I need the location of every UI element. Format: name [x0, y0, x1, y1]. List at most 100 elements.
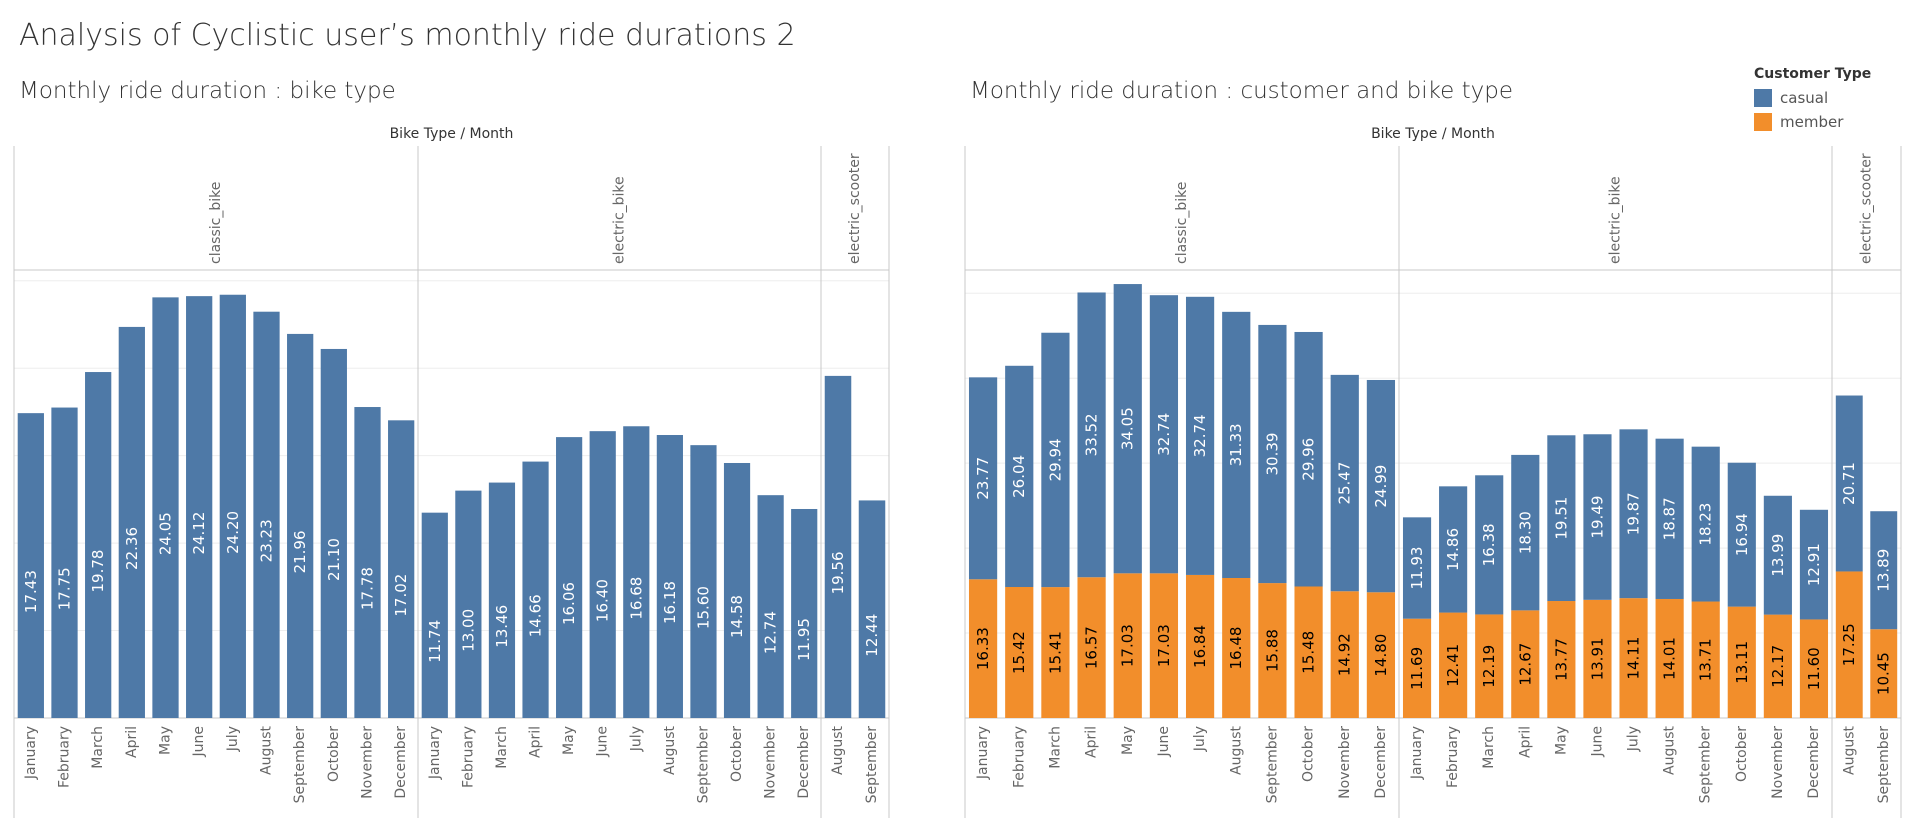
- customer-bike-chart-x-tick-label: September: [1264, 726, 1280, 804]
- customer-bike-chart-bar-member: [1258, 583, 1287, 718]
- bike-type-chart-bar: [388, 420, 415, 718]
- bike-type-chart-data-label: 23.23: [258, 519, 276, 562]
- customer-bike-chart-data-label-member: 15.41: [1046, 631, 1064, 674]
- bike-type-chart-x-tick-label: February: [57, 726, 73, 788]
- customer-bike-chart-x-tick-label: August: [1228, 725, 1244, 775]
- legend-item-casual[interactable]: casual: [1754, 86, 1871, 110]
- customer-bike-chart-data-label-casual: 20.71: [1840, 462, 1858, 505]
- bike-type-chart-group-label-electric_bike: electric_bike: [612, 176, 628, 264]
- customer-bike-chart-bar-member: [1185, 574, 1215, 718]
- customer-bike-chart-data-label-member: 15.42: [1010, 631, 1028, 674]
- customer-bike-chart-bar-member: [1402, 618, 1432, 718]
- customer-bike-chart-bar-casual: [1763, 495, 1792, 615]
- customer-bike-chart-data-label-member: 12.17: [1769, 645, 1787, 688]
- bike-type-chart-bar: [723, 462, 751, 718]
- customer-bike-chart-column-header: Bike Type / Month: [1371, 126, 1495, 142]
- customer-bike-chart-data-label-casual: 29.96: [1300, 438, 1318, 481]
- customer-bike-chart-x-tick-label: May: [1553, 726, 1569, 755]
- bike-type-chart-x-tick-label: March: [90, 726, 106, 769]
- customer-bike-chart-data-label-casual: 18.23: [1697, 503, 1715, 546]
- customer-bike-chart-data-label-member: 13.77: [1552, 638, 1570, 681]
- bike-type-chart-bar: [656, 435, 683, 718]
- bike-type-chart-bar: [186, 296, 213, 718]
- customer-bike-chart-bar-casual: [1041, 332, 1070, 588]
- customer-bike-chart-x-tick-label: February: [1445, 726, 1461, 788]
- legend-item-member[interactable]: member: [1754, 110, 1871, 134]
- customer-bike-chart-data-label-casual: 34.05: [1119, 407, 1137, 450]
- bike-type-chart-data-label: 16.06: [560, 582, 578, 625]
- bike-type-chart-bar: [354, 407, 381, 718]
- customer-bike-chart-data-label-casual: 18.30: [1516, 511, 1534, 554]
- bike-type-chart-group-label-classic_bike: classic_bike: [208, 182, 224, 264]
- customer-bike-chart-bar-casual: [1005, 365, 1034, 588]
- customer-bike-chart-bar-member: [968, 579, 998, 718]
- customer-bike-chart-bar-member: [1870, 629, 1898, 718]
- customer-bike-chart-bar-casual: [1402, 517, 1432, 619]
- customer-bike-chart-x-tick-label: October: [1734, 726, 1750, 782]
- bike-type-chart-data-label: 17.75: [56, 567, 74, 610]
- customer-bike-chart-data-label-casual: 13.89: [1875, 549, 1893, 592]
- bike-type-chart-x-tick-label: November: [360, 726, 376, 799]
- bike-type-chart-x-tick-label: September: [292, 726, 308, 804]
- customer-bike-chart-bar-casual: [1222, 311, 1251, 578]
- customer-bike-chart-x-tick-label: March: [1047, 726, 1063, 769]
- customer-bike-chart-bar-member: [1763, 614, 1792, 718]
- customer-bike-chart-bar-member: [1222, 577, 1251, 718]
- bike-type-chart-data-label: 12.74: [762, 611, 780, 654]
- bike-type-chart-bar: [152, 297, 179, 718]
- bike-type-chart-x-tick-label: October: [729, 726, 745, 782]
- bike-type-chart-data-label: 24.12: [190, 512, 208, 555]
- customer-bike-chart-data-label-casual: 19.49: [1588, 496, 1606, 539]
- bike-type-chart-x-tick-label: April: [124, 726, 140, 758]
- bike-type-chart-x-tick-label: January: [427, 726, 443, 780]
- bike-type-chart-x-tick-label: February: [460, 726, 476, 788]
- customer-bike-chart-bar-casual: [1727, 462, 1756, 607]
- bike-type-chart-data-label: 13.00: [459, 609, 477, 652]
- customer-bike-chart-data-label-member: 16.48: [1227, 627, 1245, 670]
- bike-type-chart-x-tick-label: June: [191, 726, 207, 758]
- customer-bike-chart-bar-casual: [1439, 486, 1468, 613]
- bike-type-chart-bar: [757, 495, 784, 718]
- customer-bike-chart-group-label-classic_bike: classic_bike: [1174, 182, 1190, 264]
- bike-type-chart-x-tick-label: August: [830, 725, 846, 775]
- customer-bike-chart-x-tick-label: March: [1481, 726, 1497, 769]
- customer-bike-chart-bar-member: [1547, 601, 1576, 718]
- customer-bike-chart-data-label-member: 16.84: [1191, 625, 1209, 668]
- customer-bike-chart-data-label-member: 16.33: [974, 627, 992, 670]
- customer-bike-chart-data-label-member: 13.91: [1588, 637, 1606, 680]
- customer-bike-chart-group-label-electric_bike: electric_bike: [1608, 176, 1624, 264]
- bike-type-chart-data-label: 21.96: [291, 530, 309, 573]
- bike-type-chart-x-tick-label: November: [763, 726, 779, 799]
- customer-bike-chart-data-label-casual: 29.94: [1046, 438, 1064, 481]
- bike-type-chart-data-label: 16.40: [594, 579, 612, 622]
- bike-type-chart-x-tick-label: September: [864, 726, 880, 804]
- customer-bike-chart-data-label-member: 17.03: [1155, 624, 1173, 667]
- customer-bike-chart-data-label-casual: 11.93: [1408, 547, 1426, 590]
- customer-bike-chart-bar-member: [1149, 573, 1179, 718]
- customer-bike-chart-bar-member: [1691, 601, 1720, 718]
- customer-bike-chart-x-tick-label: September: [1876, 726, 1892, 804]
- bike-type-chart-bar: [51, 407, 78, 718]
- customer-bike-chart-bar-casual: [1511, 454, 1540, 611]
- customer-bike-chart-bar-member: [1077, 577, 1106, 718]
- bike-type-chart-data-label: 11.74: [426, 620, 444, 663]
- legend-label-casual: casual: [1780, 89, 1829, 107]
- customer-bike-chart-bar-member: [1511, 610, 1540, 718]
- customer-bike-chart-bar-casual: [1185, 296, 1215, 575]
- bike-type-chart-bar: [85, 372, 112, 718]
- bike-type-chart-x-tick-label: August: [259, 725, 275, 775]
- customer-bike-chart-bar-member: [1727, 606, 1756, 718]
- customer-bike-chart-data-label-member: 12.41: [1444, 644, 1462, 687]
- customer-type-legend[interactable]: Customer Type casual member: [1754, 66, 1871, 134]
- bike-type-chart-data-label: 19.78: [89, 550, 107, 593]
- customer-bike-chart-data-label-member: 17.03: [1119, 624, 1137, 667]
- bike-type-chart-x-tick-label: January: [23, 726, 39, 780]
- bike-type-chart-data-label: 14.66: [527, 594, 545, 637]
- customer-bike-chart-bar-member: [1366, 592, 1396, 718]
- customer-bike-chart-data-label-casual: 13.99: [1769, 534, 1787, 577]
- customer-bike-chart-bar-casual: [1258, 324, 1287, 584]
- customer-bike-chart-bar-member: [1583, 599, 1612, 718]
- bike-type-chart-x-tick-label: May: [561, 726, 577, 755]
- bike-type-chart-data-label: 21.10: [325, 538, 343, 581]
- left-chart-title: Monthly ride duration : bike type: [19, 78, 396, 104]
